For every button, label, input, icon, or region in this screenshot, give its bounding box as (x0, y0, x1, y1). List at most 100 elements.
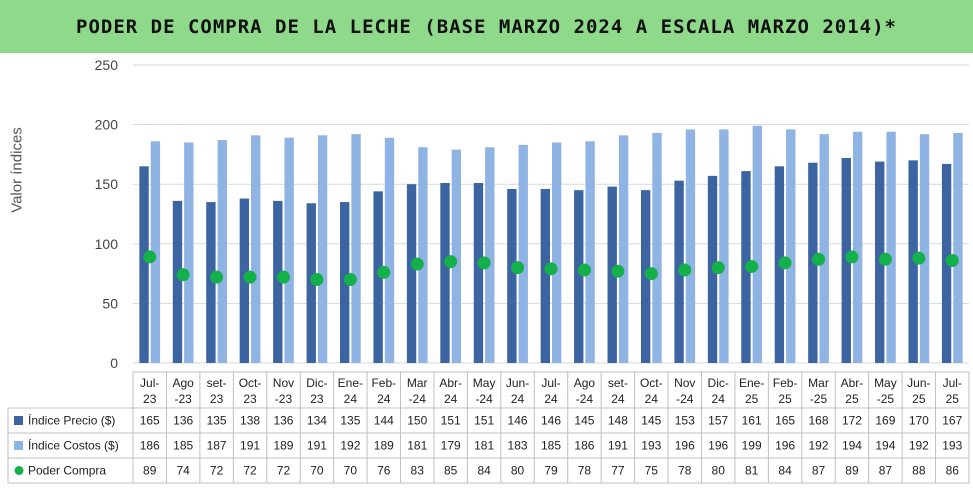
data-label: 135 (207, 414, 227, 428)
x-tick-label: 24 (444, 392, 458, 406)
y-tick-label: 150 (95, 176, 119, 192)
bar-costos (418, 147, 428, 363)
bar-costos (819, 134, 829, 363)
data-label: 196 (675, 439, 695, 453)
data-label: 72 (210, 464, 224, 478)
dot-poder-compra (577, 263, 591, 277)
bar-costos (786, 129, 796, 363)
data-label: 84 (778, 464, 792, 478)
data-label: 79 (544, 464, 558, 478)
bar-precio (574, 190, 584, 363)
x-tick-label: 23 (310, 392, 324, 406)
dot-poder-compra (644, 267, 658, 281)
data-label: 151 (474, 414, 494, 428)
data-label: 84 (477, 464, 491, 478)
bar-costos (317, 135, 328, 363)
dot-poder-compra (276, 270, 290, 284)
x-tick-label: May (874, 376, 897, 390)
data-label: 85 (444, 464, 458, 478)
bar-precio (139, 166, 149, 363)
x-tick-label: Mar (808, 376, 829, 390)
x-tick-label: -24 (475, 392, 493, 406)
data-label: 186 (140, 439, 160, 453)
x-tick-label: Dic- (306, 376, 327, 390)
bar-costos (518, 144, 528, 363)
data-label: 134 (307, 414, 327, 428)
legend-label: Poder Compra (28, 464, 106, 478)
data-label: 185 (173, 439, 193, 453)
x-tick-label: 24 (377, 392, 391, 406)
x-tick-label: 23 (210, 392, 224, 406)
dot-poder-compra (143, 250, 157, 264)
dot-poder-compra (210, 270, 224, 284)
data-label: 83 (411, 464, 425, 478)
bar-precio (440, 183, 450, 363)
y-tick-label: 250 (95, 57, 119, 73)
x-tick-label: Jul- (140, 376, 159, 390)
bar-precio (908, 160, 918, 363)
data-label: 181 (407, 439, 427, 453)
x-tick-label: -23 (275, 392, 293, 406)
bar-costos (752, 125, 763, 364)
bar-costos (184, 142, 194, 363)
x-tick-label: Ene- (338, 376, 363, 390)
bar-costos (852, 131, 863, 363)
data-label: 89 (845, 464, 859, 478)
data-label: 191 (608, 439, 628, 453)
legend-key-poder-compra (14, 466, 24, 475)
bar-costos (251, 135, 261, 363)
dot-poder-compra (912, 251, 926, 265)
data-label: 150 (407, 414, 427, 428)
dot-poder-compra (410, 257, 424, 271)
data-label: 196 (708, 439, 728, 453)
x-tick-label: Dic- (708, 376, 729, 390)
data-label: 145 (574, 414, 594, 428)
data-label: 194 (875, 439, 895, 453)
bar-costos (585, 141, 595, 363)
data-label: 89 (143, 464, 157, 478)
data-label: 153 (675, 414, 695, 428)
legend-label: Índice Precio ($) (28, 413, 115, 428)
data-label: 74 (176, 464, 190, 478)
x-tick-label: -24 (576, 392, 594, 406)
bar-costos (953, 132, 963, 363)
x-tick-label: Nov (273, 376, 294, 390)
x-tick-label: Nov (674, 376, 695, 390)
data-label: 87 (879, 464, 893, 478)
data-label: 86 (946, 464, 960, 478)
data-label: 76 (377, 464, 391, 478)
data-label: 135 (340, 414, 360, 428)
data-label: 157 (708, 414, 728, 428)
y-tick-label: 100 (95, 236, 119, 252)
data-label: 168 (809, 414, 829, 428)
x-tick-label: set- (608, 376, 628, 390)
data-label: 165 (775, 414, 795, 428)
dot-poder-compra (678, 263, 692, 277)
bar-costos (351, 134, 361, 363)
bar-costos (685, 129, 696, 363)
bar-precio (808, 162, 818, 363)
x-tick-label: May (473, 376, 496, 390)
data-label: 169 (875, 414, 895, 428)
data-label: 167 (942, 414, 962, 428)
x-tick-label: Oct- (640, 376, 663, 390)
bar-precio (406, 184, 417, 363)
dot-poder-compra (343, 273, 357, 287)
data-label: 148 (608, 414, 628, 428)
x-tick-label: Ago (574, 376, 596, 390)
data-label: 183 (508, 439, 528, 453)
data-label: 78 (678, 464, 692, 478)
dot-poder-compra (477, 256, 491, 270)
data-label: 80 (712, 464, 726, 478)
bar-costos (618, 135, 629, 363)
x-tick-label: Ago (172, 376, 194, 390)
bar-precio (172, 200, 183, 363)
data-label: 70 (310, 464, 324, 478)
x-tick-label: Jun- (506, 376, 529, 390)
data-label: 189 (374, 439, 394, 453)
dot-poder-compra (544, 262, 558, 276)
data-label: 136 (173, 414, 193, 428)
data-label: 185 (541, 439, 561, 453)
chart-title: PODER DE COMPRA DE LA LECHE (BASE MARZO … (76, 15, 897, 38)
